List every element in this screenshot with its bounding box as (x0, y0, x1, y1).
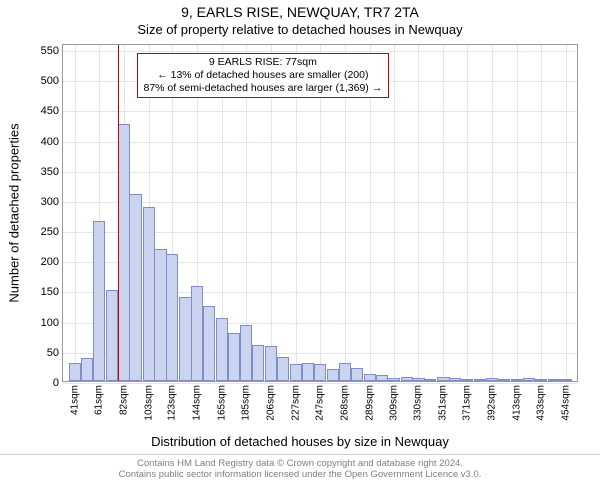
xtick-label: 61sqm (93, 385, 104, 415)
histogram-bar (401, 377, 413, 381)
ytick-label: 350 (41, 166, 59, 178)
xtick-label: 371sqm (462, 385, 473, 421)
ytick-label: 300 (41, 196, 59, 208)
y-axis-label: Number of detached properties (7, 123, 22, 302)
histogram-bar (560, 379, 572, 381)
histogram-bar (277, 357, 289, 381)
gridline-v (566, 45, 567, 381)
histogram-bar (376, 375, 388, 381)
ytick-label: 500 (41, 75, 59, 87)
histogram-bar (228, 333, 240, 381)
annotation-line-2: ← 13% of detached houses are smaller (20… (144, 69, 383, 82)
xtick-label: 351sqm (438, 385, 449, 421)
xtick-label: 413sqm (512, 385, 523, 421)
histogram-bar (129, 194, 141, 381)
histogram-bar (179, 297, 191, 382)
histogram-bar (216, 318, 228, 381)
ytick-label: 250 (41, 226, 59, 238)
histogram-bar (339, 363, 351, 381)
xtick-label: 185sqm (241, 385, 252, 421)
histogram-bar (154, 249, 166, 381)
annotation-line-1: 9 EARLS RISE: 77sqm (144, 56, 383, 69)
histogram-bar (424, 379, 436, 381)
xtick-label: 289sqm (364, 385, 375, 421)
histogram-bar (240, 325, 252, 381)
histogram-bar (535, 379, 547, 381)
histogram-bar (252, 345, 264, 381)
ytick-label: 450 (41, 105, 59, 117)
histogram-bar (327, 369, 339, 381)
gridline-v (467, 45, 468, 381)
reference-line (118, 45, 119, 381)
xtick-label: 309sqm (388, 385, 399, 421)
histogram-bar (69, 363, 81, 381)
histogram-bar (486, 378, 498, 381)
histogram-bar (351, 368, 363, 381)
histogram-bar (449, 378, 461, 381)
gridline-v (418, 45, 419, 381)
ytick-label: 100 (41, 317, 59, 329)
x-axis-label: Distribution of detached houses by size … (0, 434, 600, 449)
footer-line-1: Contains HM Land Registry data © Crown c… (137, 458, 463, 469)
histogram-bar (364, 374, 376, 381)
gridline-v (75, 45, 76, 381)
xtick-label: 330sqm (413, 385, 424, 421)
histogram-bar (474, 379, 486, 381)
histogram-bar (412, 378, 424, 381)
footer-line-2: Contains public sector information licen… (119, 469, 482, 480)
histogram-bar (143, 207, 155, 381)
xtick-label: 433sqm (535, 385, 546, 421)
histogram-bar (387, 378, 399, 381)
gridline-v (394, 45, 395, 381)
annotation-line-3: 87% of semi-detached houses are larger (… (144, 82, 383, 95)
xtick-label: 206sqm (266, 385, 277, 421)
histogram-bar (511, 379, 523, 381)
histogram-bar (523, 378, 535, 381)
histogram-bar (166, 254, 178, 381)
xtick-label: 82sqm (118, 385, 129, 415)
ytick-label: 400 (41, 136, 59, 148)
footer-separator (0, 454, 600, 455)
xtick-label: 454sqm (560, 385, 571, 421)
title-sub: Size of property relative to detached ho… (0, 22, 600, 37)
xtick-label: 103sqm (143, 385, 154, 421)
histogram-bar (203, 306, 215, 381)
gridline-v (517, 45, 518, 381)
footer-attribution: Contains HM Land Registry data © Crown c… (0, 458, 600, 481)
histogram-bar (118, 124, 130, 381)
xtick-label: 392sqm (487, 385, 498, 421)
gridline-h (63, 383, 577, 384)
histogram-bar (302, 363, 314, 381)
ytick-label: 550 (41, 45, 59, 57)
histogram-bar (106, 290, 118, 381)
title-main: 9, EARLS RISE, NEWQUAY, TR7 2TA (0, 4, 600, 20)
ytick-label: 50 (47, 347, 59, 359)
histogram-bar (191, 286, 203, 381)
histogram-bar (265, 346, 277, 381)
xtick-label: 165sqm (217, 385, 228, 421)
xtick-label: 227sqm (291, 385, 302, 421)
ytick-label: 200 (41, 256, 59, 268)
annotation-box: 9 EARLS RISE: 77sqm← 13% of detached hou… (137, 53, 390, 98)
histogram-bar (548, 379, 560, 381)
ytick-label: 150 (41, 286, 59, 298)
histogram-bar (290, 364, 302, 381)
histogram-bar (498, 379, 510, 381)
xtick-label: 268sqm (339, 385, 350, 421)
histogram-bar (437, 377, 449, 381)
xtick-label: 123sqm (167, 385, 178, 421)
gridline-v (492, 45, 493, 381)
xtick-label: 144sqm (192, 385, 203, 421)
histogram-bar (93, 221, 105, 381)
ytick-label: 0 (53, 377, 59, 389)
gridline-v (443, 45, 444, 381)
plot-area: 05010015020025030035040045050055041sqm61… (62, 44, 578, 382)
chart-container: 9, EARLS RISE, NEWQUAY, TR7 2TA Size of … (0, 0, 600, 500)
histogram-bar (314, 364, 326, 381)
histogram-bar (461, 379, 473, 381)
histogram-bar (81, 358, 93, 381)
xtick-label: 41sqm (69, 385, 80, 415)
gridline-v (541, 45, 542, 381)
xtick-label: 247sqm (314, 385, 325, 421)
